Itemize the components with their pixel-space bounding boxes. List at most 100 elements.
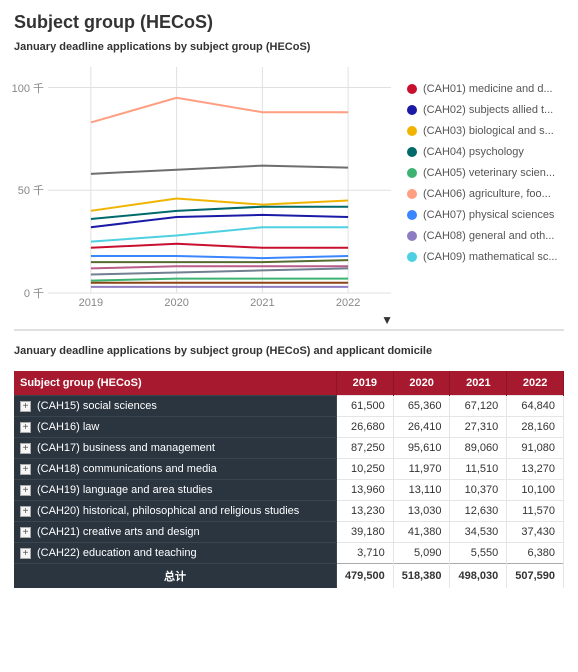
chevron-down-icon[interactable]: ▼ xyxy=(381,313,393,327)
table-row: +(CAH21) creative arts and design39,1804… xyxy=(14,522,564,543)
legend-dot-icon xyxy=(407,231,417,241)
legend-dot-icon xyxy=(407,147,417,157)
legend-label: (CAH08) general and oth... xyxy=(423,230,554,242)
legend-item[interactable]: (CAH08) general and oth... xyxy=(407,230,564,242)
legend-label: (CAH09) mathematical sc... xyxy=(423,251,557,263)
table-row: +(CAH20) historical, philosophical and r… xyxy=(14,501,564,522)
table-cell-value: 95,610 xyxy=(393,438,450,459)
x-axis-label: 2022 xyxy=(336,293,360,309)
legend-item[interactable]: (CAH06) agriculture, foo... xyxy=(407,188,564,200)
table-cell-value: 10,100 xyxy=(507,480,564,501)
table-cell-total-value: 479,500 xyxy=(336,564,393,589)
table-cell-value: 11,970 xyxy=(393,459,450,480)
table-cell-value: 13,110 xyxy=(393,480,450,501)
y-axis-label: 50 千 xyxy=(18,182,48,198)
expand-icon[interactable]: + xyxy=(20,443,31,454)
legend-label: (CAH07) physical sciences xyxy=(423,209,554,221)
table-cell-value: 61,500 xyxy=(336,396,393,417)
table-row-total: 总计479,500518,380498,030507,590 xyxy=(14,564,564,589)
table-cell-value: 10,370 xyxy=(450,480,507,501)
x-axis-label: 2021 xyxy=(250,293,274,309)
x-axis-label: 2020 xyxy=(164,293,188,309)
legend-item[interactable]: (CAH01) medicine and d... xyxy=(407,83,564,95)
table-cell-value: 13,270 xyxy=(507,459,564,480)
table-cell-value: 91,080 xyxy=(507,438,564,459)
table-cell-category[interactable]: +(CAH18) communications and media xyxy=(14,459,336,480)
table-title: January deadline applications by subject… xyxy=(14,345,564,357)
table-cell-value: 11,510 xyxy=(450,459,507,480)
legend-label: (CAH05) veterinary scien... xyxy=(423,167,555,179)
table-header-year[interactable]: 2022 xyxy=(507,371,564,396)
section-divider xyxy=(14,329,564,331)
table-cell-value: 64,840 xyxy=(507,396,564,417)
legend-label: (CAH04) psychology xyxy=(423,146,524,158)
table-cell-value: 41,380 xyxy=(393,522,450,543)
table-cell-category[interactable]: +(CAH22) education and teaching xyxy=(14,543,336,564)
expand-icon[interactable]: + xyxy=(20,548,31,559)
table-cell-value: 28,160 xyxy=(507,417,564,438)
y-axis-label: 0 千 xyxy=(24,285,48,301)
legend-label: (CAH02) subjects allied t... xyxy=(423,104,553,116)
table-header-subject[interactable]: Subject group (HECoS) xyxy=(14,371,336,396)
chart-subtitle: January deadline applications by subject… xyxy=(14,41,564,53)
legend-item[interactable]: (CAH09) mathematical sc... xyxy=(407,251,564,263)
table-cell-total-value: 507,590 xyxy=(507,564,564,589)
legend-item[interactable]: (CAH07) physical sciences xyxy=(407,209,564,221)
table-row: +(CAH19) language and area studies13,960… xyxy=(14,480,564,501)
table-row: +(CAH16) law26,68026,41027,31028,160 xyxy=(14,417,564,438)
chart-legend: (CAH01) medicine and d... (CAH02) subject… xyxy=(399,61,564,311)
legend-item[interactable]: (CAH03) biological and s... xyxy=(407,125,564,137)
table-cell-value: 13,030 xyxy=(393,501,450,522)
table-cell-value: 5,550 xyxy=(450,543,507,564)
table-cell-value: 12,630 xyxy=(450,501,507,522)
expand-icon[interactable]: + xyxy=(20,485,31,496)
table-row: +(CAH15) social sciences61,50065,36067,1… xyxy=(14,396,564,417)
legend-item[interactable]: (CAH04) psychology xyxy=(407,146,564,158)
legend-label: (CAH03) biological and s... xyxy=(423,125,554,137)
legend-label: (CAH01) medicine and d... xyxy=(423,83,553,95)
y-axis-label: 100 千 xyxy=(12,80,48,96)
table-cell-category[interactable]: +(CAH21) creative arts and design xyxy=(14,522,336,543)
expand-icon[interactable]: + xyxy=(20,506,31,517)
table-cell-value: 67,120 xyxy=(450,396,507,417)
chart-plot-area[interactable]: ▼ 0 千50 千100 千2019202020212022 xyxy=(48,61,399,311)
table-cell-category[interactable]: +(CAH15) social sciences xyxy=(14,396,336,417)
data-table: Subject group (HECoS) 2019 2020 2021 202… xyxy=(14,371,564,588)
legend-dot-icon xyxy=(407,168,417,178)
table-header-row: Subject group (HECoS) 2019 2020 2021 202… xyxy=(14,371,564,396)
table-cell-value: 11,570 xyxy=(507,501,564,522)
table-cell-value: 26,680 xyxy=(336,417,393,438)
table-cell-category[interactable]: +(CAH19) language and area studies xyxy=(14,480,336,501)
table-cell-value: 10,250 xyxy=(336,459,393,480)
legend-dot-icon xyxy=(407,189,417,199)
table-cell-value: 87,250 xyxy=(336,438,393,459)
table-cell-category[interactable]: +(CAH16) law xyxy=(14,417,336,438)
expand-icon[interactable]: + xyxy=(20,464,31,475)
table-cell-category[interactable]: +(CAH20) historical, philosophical and r… xyxy=(14,501,336,522)
chart-container: ▼ 0 千50 千100 千2019202020212022 (CAH01) m… xyxy=(14,61,564,311)
table-header-year[interactable]: 2019 xyxy=(336,371,393,396)
legend-dot-icon xyxy=(407,84,417,94)
table-cell-value: 39,180 xyxy=(336,522,393,543)
expand-icon[interactable]: + xyxy=(20,422,31,433)
legend-dot-icon xyxy=(407,252,417,262)
table-cell-value: 26,410 xyxy=(393,417,450,438)
table-cell-total-value: 518,380 xyxy=(393,564,450,589)
table-cell-value: 65,360 xyxy=(393,396,450,417)
legend-item[interactable]: (CAH02) subjects allied t... xyxy=(407,104,564,116)
table-cell-value: 3,710 xyxy=(336,543,393,564)
table-row: +(CAH22) education and teaching3,7105,09… xyxy=(14,543,564,564)
table-cell-value: 27,310 xyxy=(450,417,507,438)
legend-label: (CAH06) agriculture, foo... xyxy=(423,188,551,200)
table-cell-category[interactable]: +(CAH17) business and management xyxy=(14,438,336,459)
table-header-year[interactable]: 2021 xyxy=(450,371,507,396)
table-row: +(CAH17) business and management87,25095… xyxy=(14,438,564,459)
legend-dot-icon xyxy=(407,105,417,115)
legend-item[interactable]: (CAH05) veterinary scien... xyxy=(407,167,564,179)
line-chart-svg xyxy=(48,61,399,311)
expand-icon[interactable]: + xyxy=(20,401,31,412)
table-header-year[interactable]: 2020 xyxy=(393,371,450,396)
table-cell-value: 5,090 xyxy=(393,543,450,564)
expand-icon[interactable]: + xyxy=(20,527,31,538)
table-cell-total-label: 总计 xyxy=(14,564,336,589)
